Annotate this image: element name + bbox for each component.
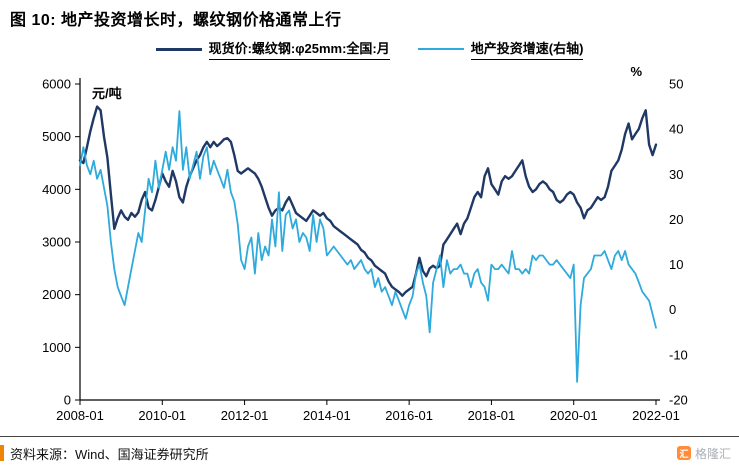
right-tick-label: 50 (669, 77, 683, 92)
rebar-price-line (78, 105, 658, 297)
right-tick-label: -10 (669, 347, 688, 362)
x-tick-label: 2014-01 (303, 408, 351, 423)
x-tick-label: 2010-01 (138, 408, 186, 423)
left-tick-label: 4000 (42, 182, 71, 197)
chart-title: 图 10: 地产投资增长时，螺纹钢价格通常上行 (10, 12, 342, 29)
right-tick-label: 10 (669, 257, 683, 272)
footer: 资料来源：Wind、国海证券研究所 汇 格隆汇 (0, 436, 739, 469)
right-axis-unit-label: % (630, 64, 642, 79)
x-tick-label: 2018-01 (468, 408, 516, 423)
x-tick-label: 2008-01 (56, 408, 104, 423)
price-line-swatch (155, 47, 202, 51)
source-text: 资料来源：Wind、国海证券研究所 (10, 446, 209, 462)
left-tick-label: 0 (64, 393, 71, 408)
price-line-label: 现货价:螺纹钢:φ25mm:全国:月 (208, 38, 390, 60)
watermark-text: 格隆汇 (694, 446, 731, 461)
right-tick-label: 20 (669, 212, 683, 227)
legend-item-investment: 地产投资增速(右轴) (417, 38, 584, 60)
left-tick-label: 1000 (42, 340, 71, 355)
investment-line-swatch (417, 48, 464, 50)
watermark: 汇 格隆汇 (676, 445, 731, 462)
x-tick-label: 2022-01 (632, 408, 680, 423)
right-tick-label: 40 (669, 122, 683, 137)
gelonghui-logo-icon: 汇 (676, 446, 691, 460)
x-tick-label: 2020-01 (550, 408, 598, 423)
investment-growth-line (79, 110, 657, 383)
left-tick-label: 5000 (42, 129, 71, 144)
right-tick-label: 0 (669, 302, 676, 317)
right-tick-label: 30 (669, 167, 683, 182)
source-accent-bar (0, 445, 4, 461)
x-tick-label: 2012-01 (221, 408, 269, 423)
left-tick-label: 2000 (42, 287, 71, 302)
left-axis-unit-label: 元/吨 (92, 86, 122, 101)
right-tick-label: -20 (669, 393, 688, 408)
investment-line-label: 地产投资增速(右轴) (470, 38, 584, 60)
left-tick-label: 6000 (42, 77, 71, 92)
legend: 现货价:螺纹钢:φ25mm:全国:月 地产投资增速(右轴) (0, 38, 739, 60)
source-row: 资料来源：Wind、国海证券研究所 (0, 437, 209, 469)
legend-item-price: 现货价:螺纹钢:φ25mm:全国:月 (155, 38, 390, 60)
x-tick-label: 2016-01 (385, 408, 433, 423)
left-tick-label: 3000 (42, 235, 71, 250)
